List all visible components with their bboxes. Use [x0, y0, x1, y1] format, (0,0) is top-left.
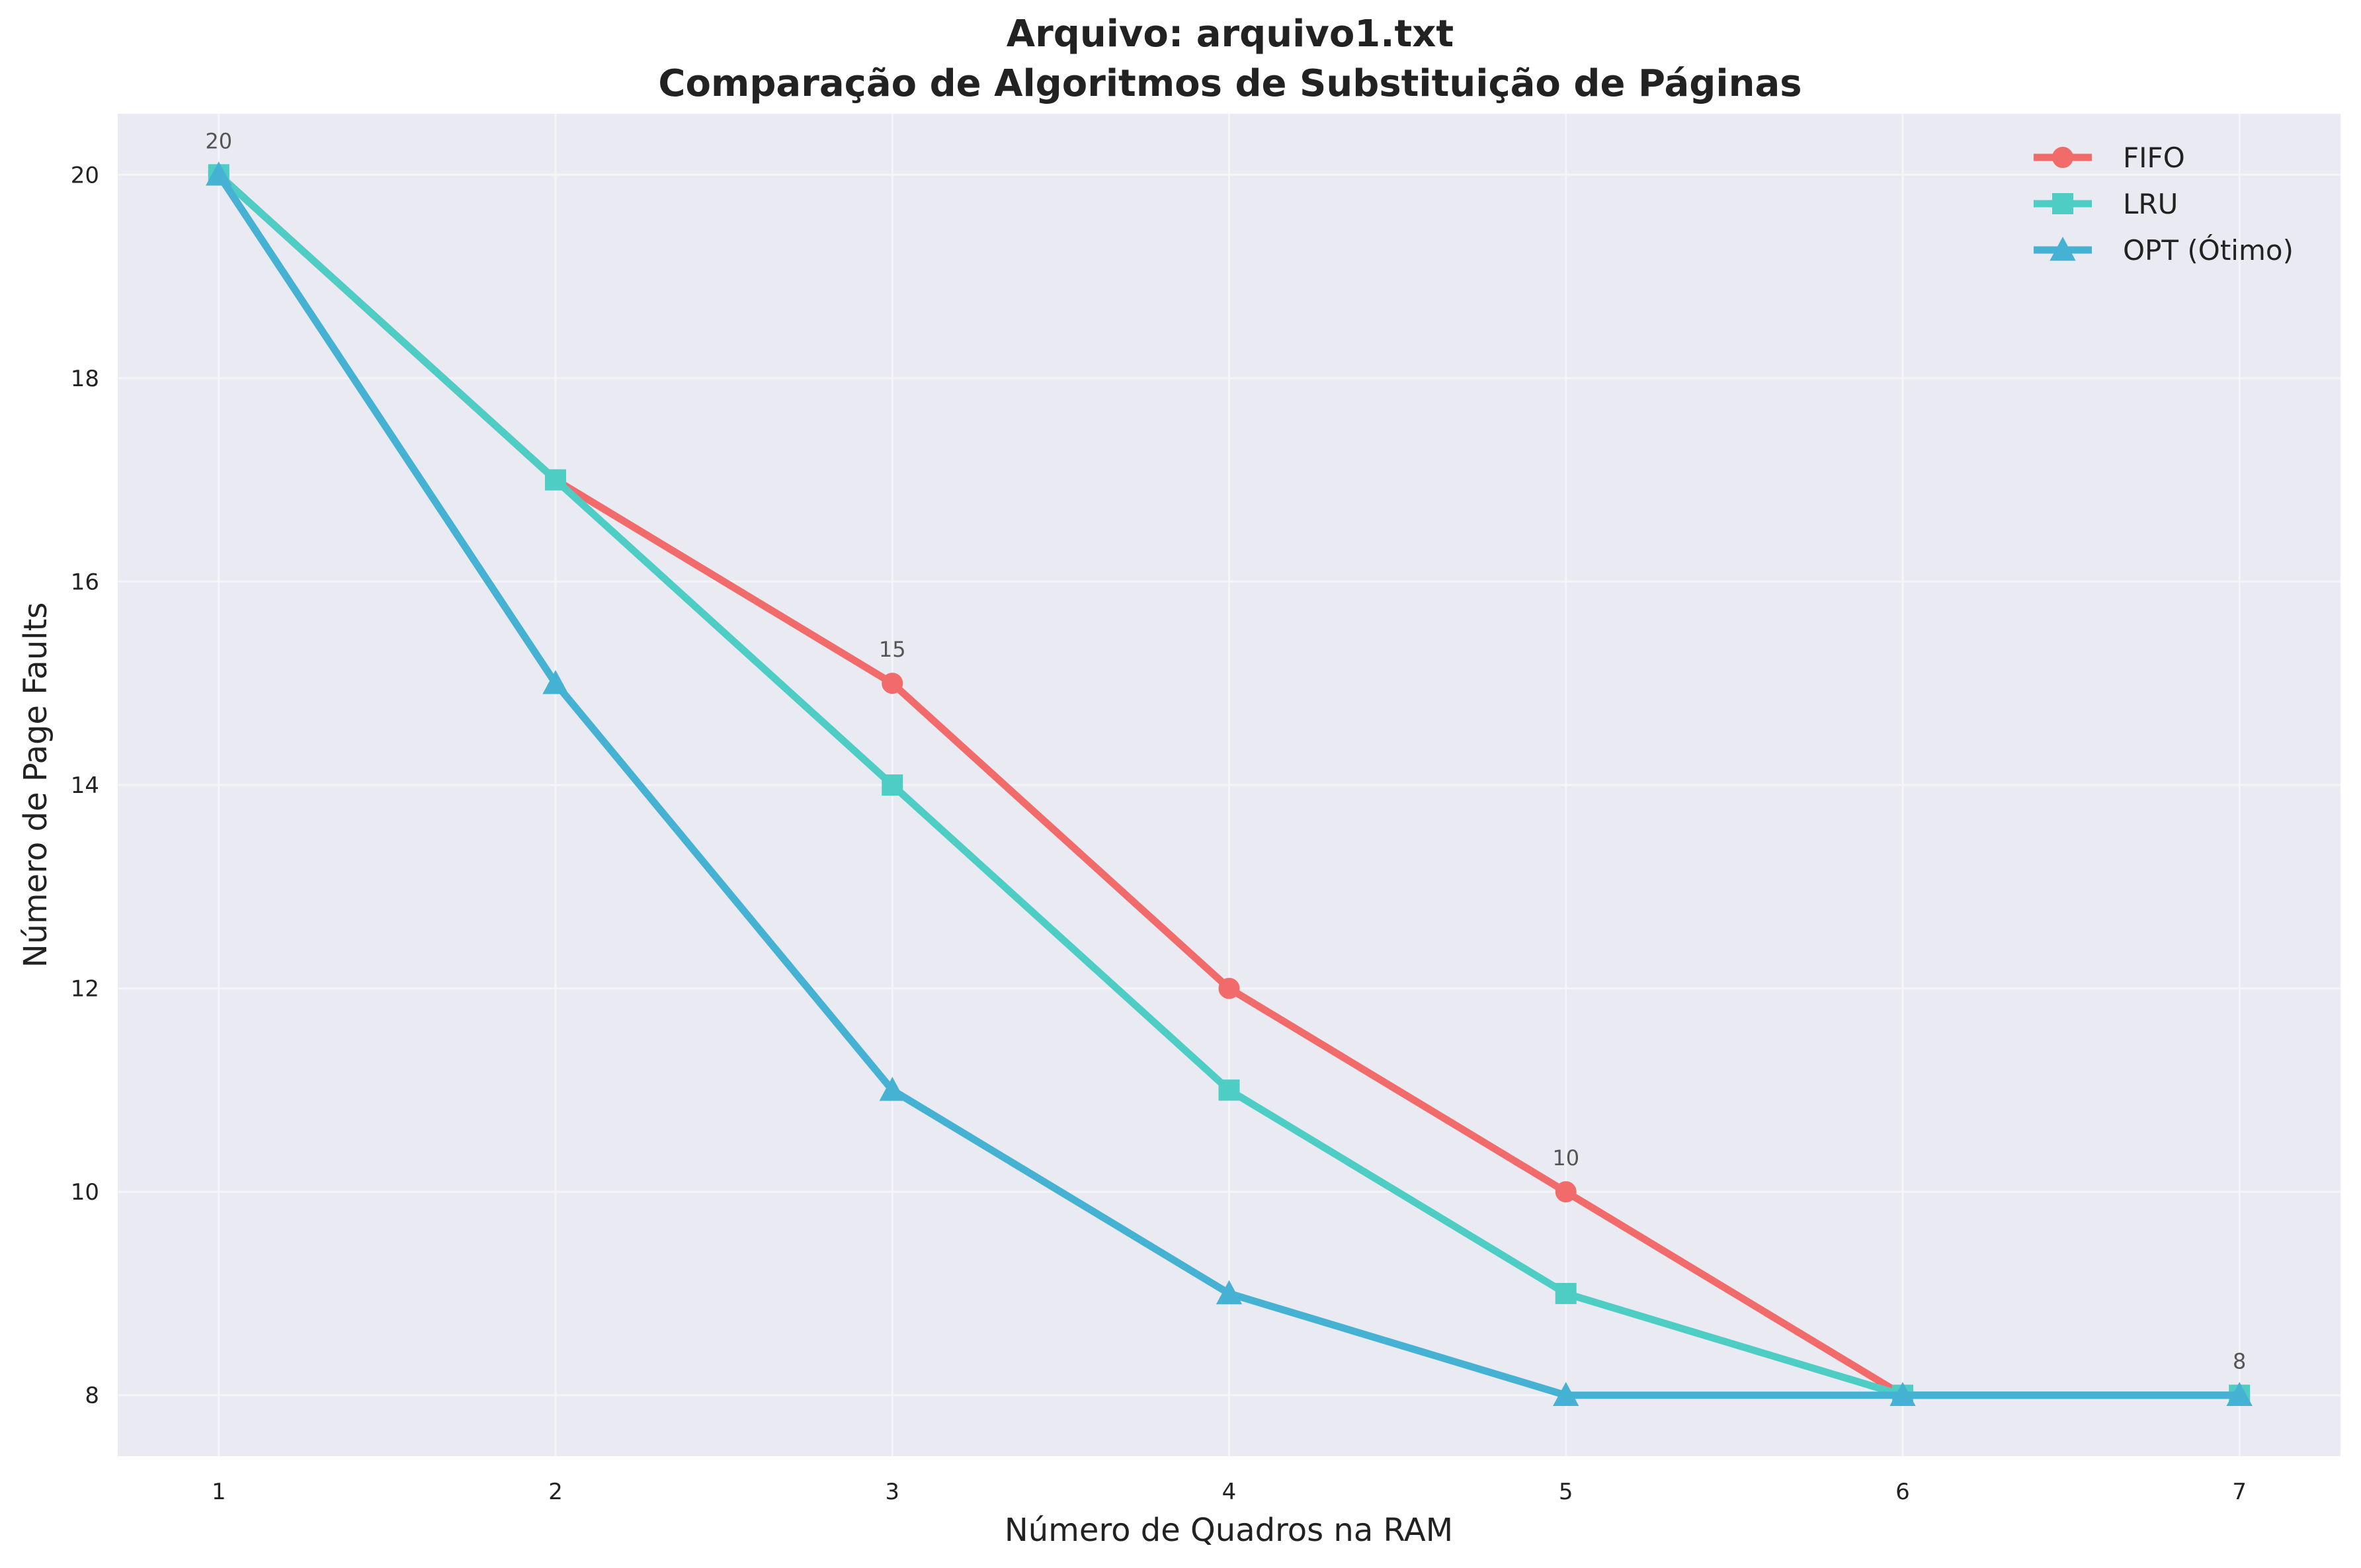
chart-title: Arquivo: arquivo1.txt — [1007, 13, 1454, 56]
x-tick-label: 1 — [212, 1479, 226, 1505]
x-tick-label: 4 — [1222, 1479, 1237, 1505]
x-tick-label: 5 — [1559, 1479, 1573, 1505]
data-point-opt-timo — [542, 670, 569, 694]
y-tick-label: 14 — [71, 772, 99, 799]
y-tick-label: 18 — [71, 366, 99, 392]
y-tick-label: 20 — [71, 162, 99, 188]
y-tick-label: 12 — [71, 976, 99, 1003]
data-label: 20 — [205, 128, 232, 153]
legend-marker — [2052, 147, 2073, 168]
legend-marker — [2050, 236, 2076, 261]
chart-subtitle: Comparação de Algoritmos de Substituição… — [658, 62, 1802, 105]
y-axis-label: Número de Page Faults — [17, 602, 54, 968]
data-point-lru — [545, 469, 567, 491]
data-point-opt-timo — [1889, 1382, 1916, 1407]
x-axis-label: Número de Quadros na RAM — [1005, 1512, 1453, 1549]
series-opt-timo — [206, 161, 2253, 1407]
x-tick-label: 3 — [885, 1479, 899, 1505]
data-point-lru — [1218, 1079, 1240, 1101]
y-tick-label: 10 — [71, 1179, 99, 1206]
data-labels: 20 15 10 8 — [205, 128, 2246, 1374]
data-point-fifo — [1555, 1181, 1577, 1203]
legend-item: FIFO — [2034, 142, 2185, 174]
legend-label: FIFO — [2123, 142, 2185, 174]
y-tick-label: 8 — [85, 1383, 99, 1409]
y-tick-label: 16 — [71, 569, 99, 595]
data-point-fifo — [882, 673, 903, 694]
legend-item: LRU — [2034, 188, 2178, 220]
y-axis-ticks: 8 10 12 14 16 18 20 — [71, 162, 99, 1409]
data-label: 15 — [879, 637, 906, 662]
data-point-opt-timo — [206, 161, 232, 186]
data-point-opt-timo — [2226, 1382, 2253, 1407]
legend-item: OPT (Ótimo) — [2034, 233, 2294, 267]
data-point-lru — [882, 774, 903, 796]
x-tick-label: 2 — [548, 1479, 563, 1505]
legend: FIFO LRU OPT (Ótimo) — [2034, 142, 2294, 267]
legend-marker — [2052, 193, 2073, 214]
legend-label: OPT (Ótimo) — [2123, 233, 2294, 267]
legend-label: LRU — [2123, 188, 2178, 220]
data-point-lru — [1555, 1282, 1577, 1304]
data-point-opt-timo — [1553, 1382, 1579, 1407]
x-axis-ticks: 1 2 3 4 5 6 7 — [212, 1479, 2247, 1505]
data-point-fifo — [1218, 977, 1240, 999]
data-point-opt-timo — [1216, 1280, 1243, 1305]
series-layer — [206, 161, 2253, 1407]
data-point-opt-timo — [879, 1077, 905, 1101]
data-label: 10 — [1552, 1145, 1579, 1171]
x-tick-label: 6 — [1895, 1479, 1910, 1505]
x-tick-label: 7 — [2232, 1479, 2247, 1505]
data-label: 8 — [2233, 1349, 2246, 1374]
